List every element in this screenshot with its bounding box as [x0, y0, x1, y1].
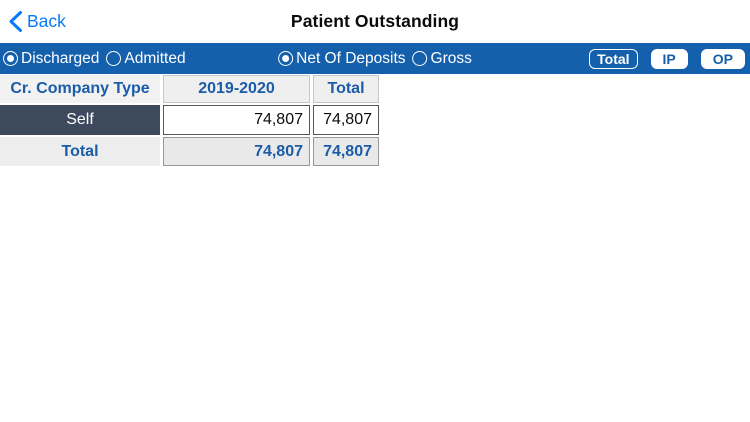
table-row-self-value-total[interactable]: 74,807 [313, 105, 379, 135]
radio-gross-icon [412, 51, 428, 66]
back-label: Back [27, 11, 66, 31]
table-row-total-value-total: 74,807 [313, 137, 379, 166]
column-header-company-type: Cr. Company Type [0, 75, 160, 103]
radio-discharged-icon [3, 51, 18, 66]
radio-admitted[interactable]: Admitted [106, 49, 186, 68]
total-button[interactable]: Total [589, 48, 638, 69]
radio-discharged-label: Discharged [21, 49, 100, 67]
radio-admitted-icon [106, 51, 122, 66]
patient-status-radio-group: Discharged Admitted [3, 50, 186, 68]
table-row-total-label: Total [0, 137, 160, 166]
back-button[interactable]: Back [9, 11, 66, 32]
radio-discharged[interactable]: Discharged [3, 50, 99, 68]
op-button[interactable]: OP [700, 48, 745, 69]
outstanding-table: Cr. Company Type 2019-2020 Total Self 74… [0, 75, 379, 166]
radio-net-of-deposits-icon [278, 51, 294, 66]
back-chevron-icon [9, 11, 22, 32]
scope-button-group: Total IP OP [589, 48, 745, 69]
ip-button[interactable]: IP [650, 48, 688, 69]
column-header-total: Total [313, 75, 379, 103]
radio-net-of-deposits-label: Net Of Deposits [296, 49, 406, 67]
column-header-2019-2020: 2019-2020 [163, 75, 310, 103]
table-row-self-value-2019-2020[interactable]: 74,807 [163, 105, 310, 135]
page-title: Patient Outstanding [290, 11, 460, 31]
table-row-total-value-2019-2020: 74,807 [163, 137, 310, 166]
filter-toolbar: Discharged Admitted Net Of Deposits Gros… [0, 43, 750, 74]
radio-admitted-label: Admitted [124, 49, 186, 67]
amount-mode-radio-group: Net Of Deposits Gross [278, 50, 472, 68]
table-row-self-label[interactable]: Self [0, 105, 160, 135]
navbar: Back Patient Outstanding [0, 0, 750, 43]
radio-gross[interactable]: Gross [412, 49, 472, 68]
radio-gross-label: Gross [430, 49, 472, 67]
radio-net-of-deposits[interactable]: Net Of Deposits [278, 49, 406, 68]
